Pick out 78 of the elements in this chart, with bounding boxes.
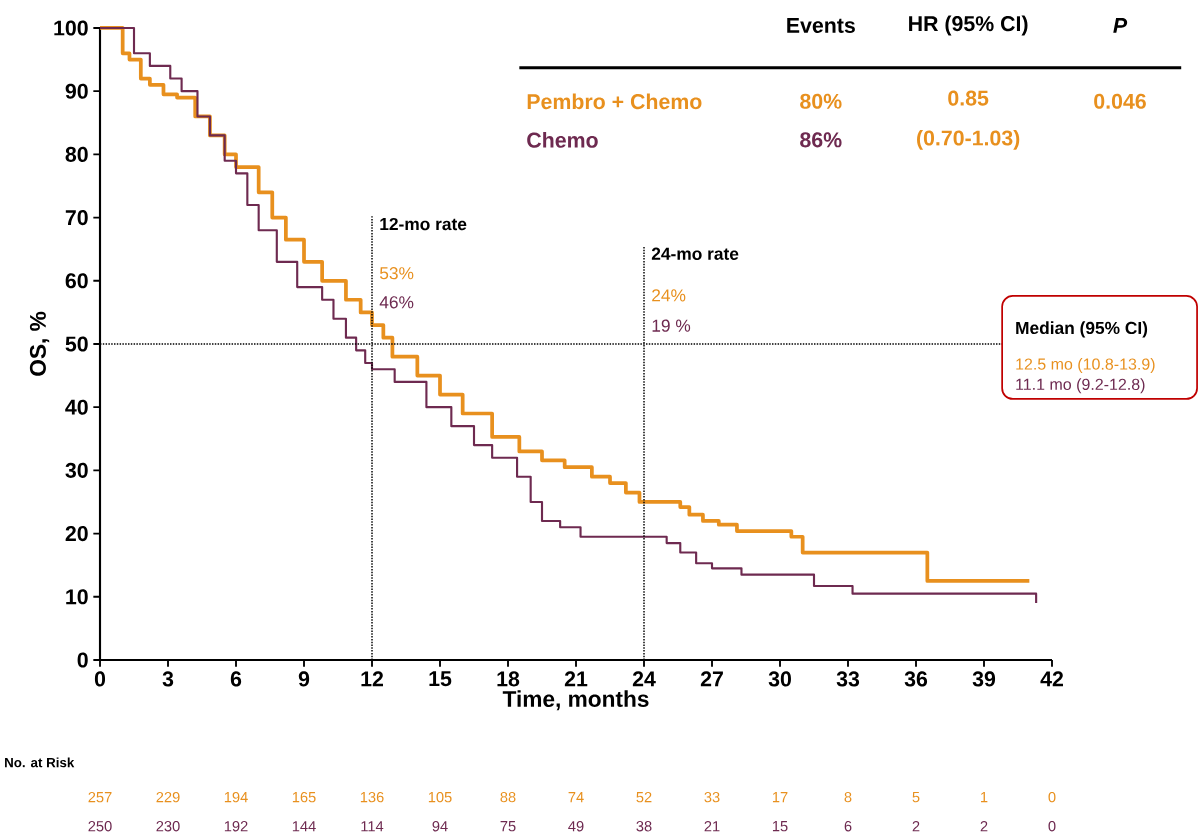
text: 229 [156, 791, 180, 803]
annotation: 86% [800, 132, 842, 148]
text: 194 [224, 791, 248, 803]
text: 21 [704, 821, 720, 832]
y-tick-label: 80 [65, 146, 88, 162]
text: No. at Risk [5, 757, 75, 768]
x-tick-label: 33 [836, 671, 860, 687]
y-tick-label: 70 [65, 210, 88, 226]
text: 2 [912, 821, 920, 832]
text: 0 [1048, 791, 1056, 803]
text: 5 [912, 792, 920, 803]
text: 257 [88, 791, 112, 803]
text: 114 [361, 821, 384, 832]
text: 38 [636, 821, 652, 832]
x-tick-label: 36 [904, 671, 928, 687]
text: 250 [88, 821, 112, 832]
x-tick-label: 0 [94, 671, 106, 687]
annotation: 19 % [652, 319, 691, 332]
x-tick-label: 18 [497, 671, 520, 687]
y-tick-label: 90 [65, 83, 88, 99]
annotation: 46% [379, 296, 414, 309]
text: 49 [568, 821, 584, 832]
x-tick-label: 27 [700, 671, 723, 687]
x-axis-title: Time, months [502, 690, 649, 711]
text: Pembro + Chemo [527, 93, 702, 110]
x-tick-label: 39 [972, 671, 996, 687]
y-tick-label: 10 [66, 589, 88, 605]
annotation: (0.70-1.03) [917, 129, 1020, 150]
y-tick-label: 30 [65, 462, 88, 478]
text: 88 [500, 791, 516, 803]
x-tick-label: 9 [298, 671, 310, 687]
y-tick-label: 60 [65, 273, 88, 289]
annotation: HR (95% CI) [909, 15, 1028, 36]
text: 136 [360, 791, 384, 803]
text: 0.046 [1094, 93, 1146, 109]
text: 2 [980, 821, 988, 832]
y-tick-label: 20 [65, 526, 88, 542]
annotation: 24% [652, 289, 686, 302]
text: 165 [292, 791, 316, 803]
text: Chemo [527, 132, 598, 148]
annotation: 53% [379, 267, 414, 280]
text: P [1113, 18, 1128, 33]
x-tick-label: 24 [632, 671, 656, 687]
x-tick-label: 15 [429, 671, 452, 687]
y-tick-label: 0 [77, 652, 88, 668]
annotation: 0.85 [948, 90, 989, 106]
x-tick-label: 3 [162, 671, 174, 687]
y-tick-label: 100 [54, 20, 88, 36]
x-tick-label: 6 [230, 671, 242, 687]
ref-line-label: 24-mo rate [651, 247, 739, 260]
x-tick-label: 30 [768, 671, 791, 687]
text: 144 [292, 821, 316, 832]
y-tick-label: 40 [65, 399, 88, 415]
text: 52 [636, 791, 652, 803]
ref-line-label: 12-mo rate [380, 217, 467, 231]
text: 75 [500, 821, 516, 832]
text: 105 [428, 791, 452, 803]
text: 1 [981, 792, 988, 803]
text: 94 [432, 821, 448, 832]
text: 0 [1048, 821, 1056, 832]
text: 17 [772, 792, 788, 803]
annotation: 80% [800, 93, 842, 109]
y-tick-label: 50 [65, 336, 88, 352]
y-axis-title: OS, % [29, 311, 50, 376]
text: 74 [568, 792, 584, 803]
text: 230 [156, 821, 180, 832]
text: 6 [844, 821, 852, 832]
text: 33 [704, 791, 720, 803]
annotation: 11.1 mo (9.2-12.8) [1016, 378, 1145, 394]
text: 192 [224, 821, 248, 832]
x-tick-label: 42 [1040, 671, 1063, 687]
x-tick-label: 21 [564, 671, 588, 687]
annotation: Events [787, 18, 855, 33]
annotation: 12.5 mo (10.8-13.9) [1016, 358, 1155, 373]
annotation: Median (95% CI) [1016, 321, 1148, 338]
text: 15 [772, 821, 788, 832]
x-tick-label: 12 [361, 671, 383, 687]
text: 8 [844, 791, 852, 803]
